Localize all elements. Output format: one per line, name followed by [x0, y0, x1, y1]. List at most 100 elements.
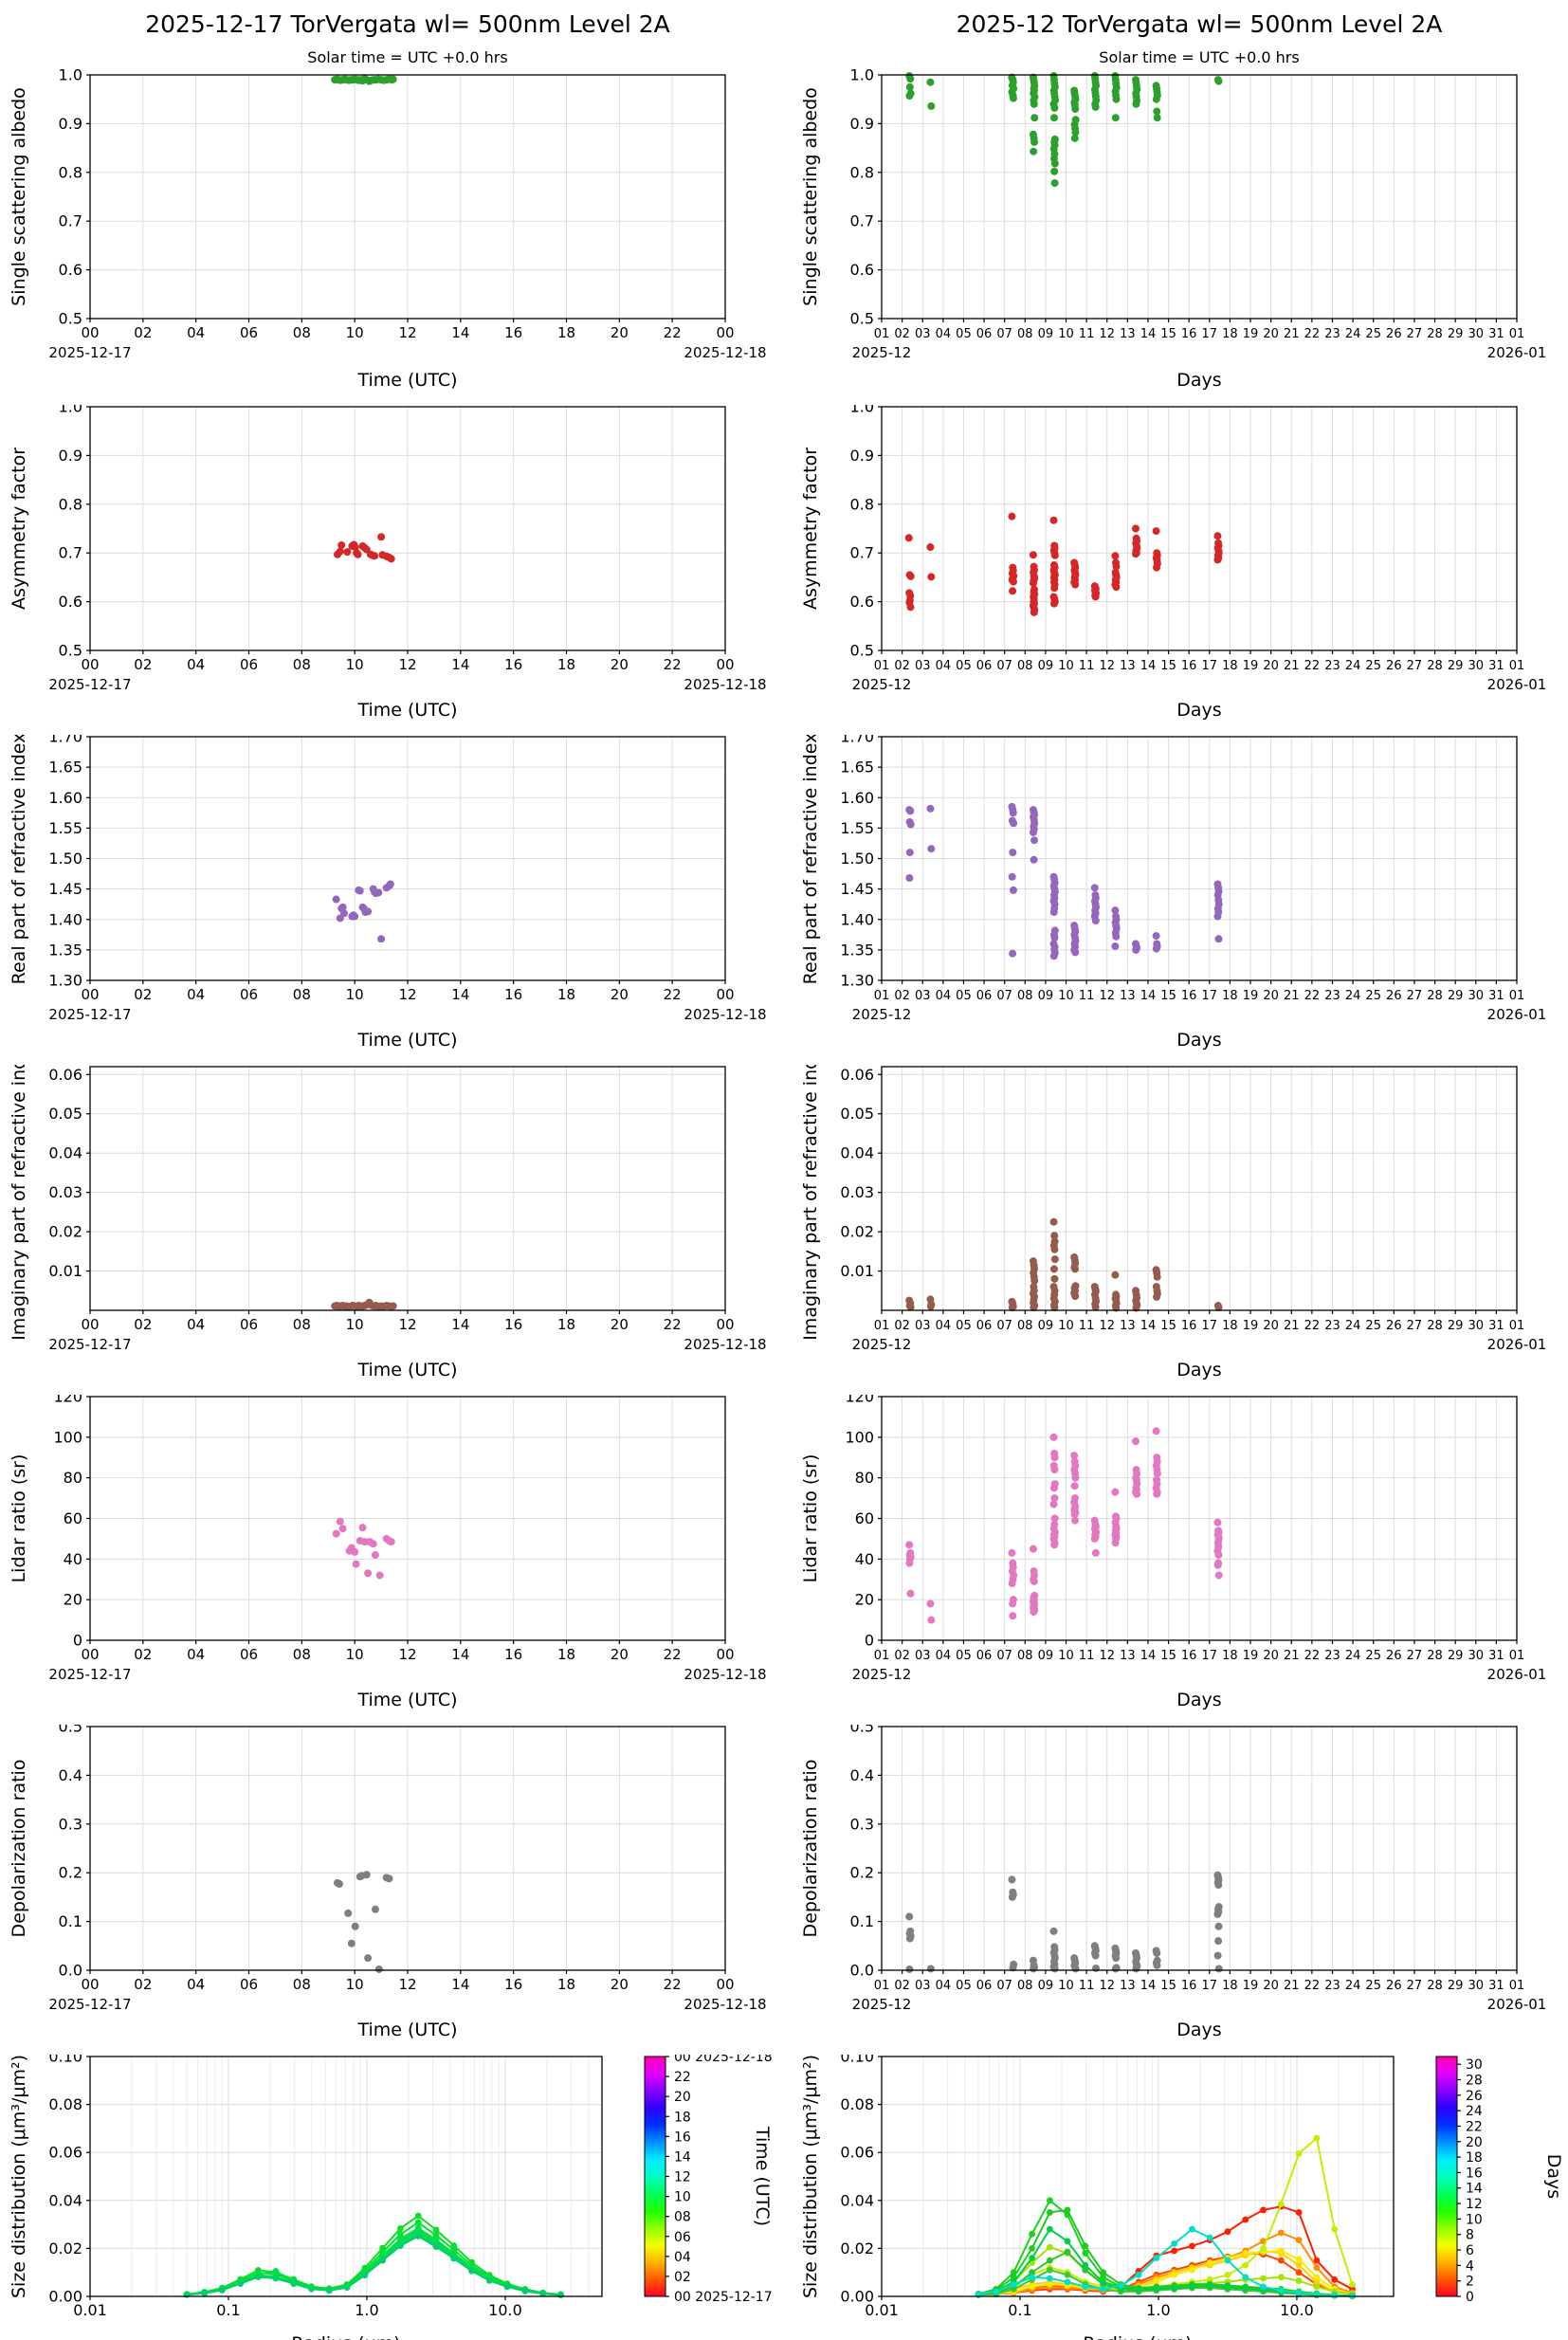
svg-text:22: 22 — [1466, 2119, 1483, 2134]
svg-text:01: 01 — [1509, 1649, 1525, 1663]
svg-text:03: 03 — [915, 327, 931, 341]
svg-text:09: 09 — [1038, 1319, 1054, 1333]
panel-asym-daily: 00 02 04 06 08 10 12 14 16 18 20 22 00 0.5 0.6 0.7 0.8 0.… — [0, 398, 784, 735]
svg-text:06: 06 — [976, 1649, 993, 1663]
axes: 01 02 03 04 05 06 07 08 09 10 11 12 13 14 15 16 17 18 19 20… — [800, 728, 1546, 1051]
svg-text:10: 10 — [346, 656, 364, 673]
svg-text:Days: Days — [1176, 1690, 1221, 1710]
svg-text:25: 25 — [1365, 659, 1381, 673]
svg-text:Time (UTC): Time (UTC) — [356, 2020, 457, 2040]
svg-text:03: 03 — [915, 989, 931, 1003]
svg-text:10: 10 — [1058, 659, 1074, 673]
svg-text:16: 16 — [1181, 989, 1197, 1003]
svg-text:2025-12: 2025-12 — [852, 676, 912, 693]
svg-text:12: 12 — [1099, 989, 1115, 1003]
svg-text:0.5: 0.5 — [59, 642, 82, 660]
svg-text:2025-12-17: 2025-12-17 — [48, 1006, 131, 1023]
axes: 01 02 03 04 05 06 07 08 09 10 11 12 13 14 15 16 17 18 19 20… — [800, 1036, 1546, 1380]
svg-text:Single scattering albedo: Single scattering albedo — [800, 87, 821, 306]
sizedist-monthly-plot: 0.01 0.1 1.0 10.0 0.00 0.02 0.04 0.06 0.08 0.10 Ra… — [800, 2048, 1564, 2340]
svg-text:1.35: 1.35 — [48, 941, 82, 959]
svg-text:02: 02 — [134, 1976, 152, 1993]
data-series — [183, 2212, 564, 2298]
svg-text:19: 19 — [1243, 659, 1259, 673]
svg-text:10: 10 — [346, 1976, 364, 1993]
svg-text:22: 22 — [664, 656, 682, 673]
svg-text:14: 14 — [1140, 989, 1157, 1003]
svg-text:23: 23 — [1324, 1649, 1340, 1663]
svg-text:0.3: 0.3 — [850, 1815, 874, 1833]
svg-text:0.9: 0.9 — [850, 447, 874, 465]
svg-text:Solar time = UTC +0.0 hrs: Solar time = UTC +0.0 hrs — [1099, 48, 1299, 66]
svg-text:20: 20 — [1466, 2135, 1483, 2150]
svg-text:05: 05 — [956, 659, 972, 673]
svg-text:07: 07 — [996, 1979, 1012, 1993]
svg-text:120: 120 — [53, 1395, 82, 1406]
svg-text:13: 13 — [1120, 1649, 1136, 1663]
svg-text:05: 05 — [956, 989, 972, 1003]
svg-text:0.5: 0.5 — [850, 310, 874, 328]
sizedist-daily-plot: 0.01 0.1 1.0 10.0 0.00 0.02 0.04 0.06 0.08 0.10 Ra… — [9, 2048, 773, 2340]
svg-text:14: 14 — [1140, 1319, 1157, 1333]
svg-text:18: 18 — [1222, 1319, 1238, 1333]
svg-text:08: 08 — [1017, 327, 1033, 341]
svg-text:11: 11 — [1079, 1319, 1095, 1333]
svg-text:12: 12 — [1099, 327, 1115, 341]
colorbar-time: 00 2025-12-17 02 04 06 08 10 12 14 16 18 20 22 00 20… — [644, 2050, 773, 2305]
svg-text:0.00: 0.00 — [840, 2288, 874, 2306]
svg-text:30: 30 — [1468, 659, 1485, 673]
panel-sizedist-monthly: 0.01 0.1 1.0 10.0 0.00 0.02 0.04 0.06 0.08 0.10 Ra… — [784, 2048, 1568, 2340]
gridlines — [881, 1396, 1518, 1641]
svg-text:24: 24 — [1345, 1319, 1361, 1333]
svg-text:20: 20 — [1263, 989, 1279, 1003]
svg-text:29: 29 — [1448, 1979, 1464, 1993]
svg-text:2025-12-17: 2025-12-17 — [48, 1996, 131, 2013]
svg-text:0.01: 0.01 — [840, 1262, 874, 1280]
svg-text:16: 16 — [1181, 659, 1197, 673]
svg-text:0: 0 — [865, 1632, 874, 1650]
panel-ssa-monthly: 01 02 03 04 05 06 07 08 09 10 11 12 13 14 15 16 17 18 19 20… — [784, 0, 1568, 405]
svg-text:00: 00 — [716, 1646, 734, 1663]
svg-text:24: 24 — [1345, 1979, 1361, 1993]
depol-daily-plot: 00 02 04 06 08 10 12 14 16 18 20 22 000.00.10.20.30.… — [9, 1718, 767, 2041]
svg-text:1.35: 1.35 — [840, 941, 874, 959]
svg-text:2025-12-18: 2025-12-18 — [684, 1336, 766, 1353]
panel-iri-monthly: 01 02 03 04 05 06 07 08 09 10 11 12 13 14 15 16 17 18 19 20… — [784, 1036, 1568, 1395]
svg-text:Imaginary part of refractive i: Imaginary part of refractive index — [800, 1065, 821, 1341]
svg-text:00: 00 — [716, 1976, 734, 1993]
data-series — [905, 1871, 1223, 1973]
svg-text:Days: Days — [1543, 2154, 1564, 2199]
svg-text:Single scattering albedo: Single scattering albedo — [9, 87, 29, 306]
svg-text:16: 16 — [674, 2130, 691, 2145]
svg-text:2026-01: 2026-01 — [1487, 344, 1547, 361]
axes: 01 02 03 04 05 06 07 08 09 10 11 12 13 14 15 16 17 18 19 20… — [800, 1388, 1546, 1711]
svg-text:16: 16 — [1181, 1649, 1197, 1663]
svg-text:0.2: 0.2 — [59, 1864, 82, 1882]
svg-text:0: 0 — [73, 1632, 82, 1650]
svg-text:0.01: 0.01 — [73, 2301, 107, 2319]
panel-rri-daily: 00 02 04 06 08 10 12 14 16 18 20 22 00 1.30 1.35 1.40 1.… — [0, 728, 784, 1065]
svg-text:1.0: 1.0 — [355, 2301, 378, 2319]
svg-text:20: 20 — [611, 656, 629, 673]
svg-text:1.70: 1.70 — [48, 735, 82, 746]
svg-text:Time (UTC): Time (UTC) — [356, 370, 457, 391]
svg-text:Time (UTC): Time (UTC) — [752, 2126, 773, 2226]
svg-text:0.04: 0.04 — [840, 2191, 874, 2209]
svg-text:0.5: 0.5 — [850, 642, 874, 660]
lidar-daily-plot: 00 02 04 06 08 10 12 14 16 18 20 22 0002040608010012… — [9, 1388, 767, 1711]
svg-text:11: 11 — [1079, 989, 1095, 1003]
svg-text:16: 16 — [504, 324, 522, 341]
svg-text:22: 22 — [1304, 989, 1321, 1003]
depol-monthly-plot: 01 02 03 04 05 06 07 08 09 10 11 12 13 14 15 16 17 18 19 20… — [800, 1718, 1546, 2041]
svg-text:06: 06 — [240, 324, 258, 341]
svg-text:0.02: 0.02 — [48, 1223, 82, 1241]
svg-text:21: 21 — [1284, 989, 1300, 1003]
svg-text:05: 05 — [956, 1979, 972, 1993]
svg-text:12: 12 — [674, 2170, 691, 2185]
panel-lidar-monthly: 01 02 03 04 05 06 07 08 09 10 11 12 13 14 15 16 17 18 19 20… — [784, 1388, 1568, 1725]
svg-text:18: 18 — [557, 1976, 575, 1993]
svg-text:Lidar ratio (sr): Lidar ratio (sr) — [800, 1454, 821, 1583]
axes: 0.01 0.1 1.0 10.0 0.00 0.02 0.04 0.06 0.08 0.10 Ra… — [800, 2048, 1395, 2340]
svg-text:13: 13 — [1120, 327, 1136, 341]
svg-text:10: 10 — [1058, 1979, 1074, 1993]
